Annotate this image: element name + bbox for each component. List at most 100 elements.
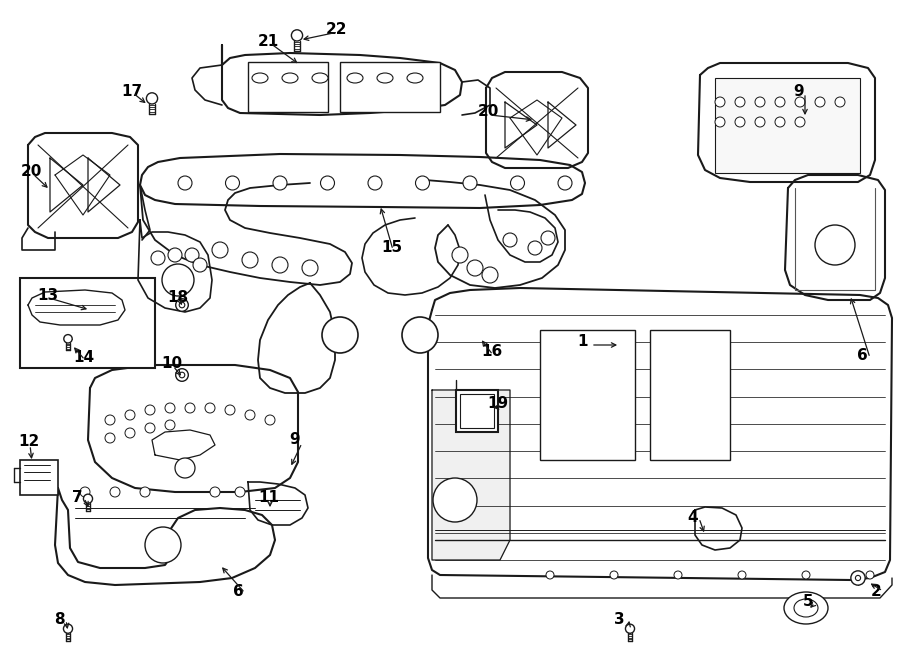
Polygon shape bbox=[548, 102, 576, 148]
Circle shape bbox=[815, 225, 855, 265]
Polygon shape bbox=[248, 482, 308, 525]
Circle shape bbox=[145, 423, 155, 433]
Bar bbox=[540, 330, 635, 460]
Polygon shape bbox=[510, 100, 562, 155]
Circle shape bbox=[125, 410, 135, 420]
Text: 11: 11 bbox=[258, 490, 279, 506]
Polygon shape bbox=[88, 365, 298, 492]
Circle shape bbox=[225, 405, 235, 415]
Ellipse shape bbox=[252, 73, 268, 83]
Circle shape bbox=[145, 405, 155, 415]
Circle shape bbox=[226, 176, 239, 190]
Polygon shape bbox=[432, 390, 510, 560]
Text: 16: 16 bbox=[481, 344, 502, 360]
Circle shape bbox=[368, 176, 382, 190]
Text: 9: 9 bbox=[793, 85, 804, 100]
Circle shape bbox=[755, 117, 765, 127]
Circle shape bbox=[63, 624, 73, 633]
Polygon shape bbox=[50, 158, 83, 212]
Circle shape bbox=[84, 494, 93, 503]
Circle shape bbox=[322, 317, 358, 353]
Circle shape bbox=[185, 248, 199, 262]
Circle shape bbox=[175, 458, 195, 478]
Circle shape bbox=[162, 264, 194, 296]
Circle shape bbox=[775, 117, 785, 127]
Bar bbox=[460, 394, 494, 428]
Text: 10: 10 bbox=[161, 356, 182, 371]
Circle shape bbox=[795, 117, 805, 127]
Circle shape bbox=[140, 487, 150, 497]
Circle shape bbox=[64, 334, 72, 343]
Polygon shape bbox=[138, 220, 212, 312]
Polygon shape bbox=[505, 102, 537, 148]
Circle shape bbox=[775, 97, 785, 107]
Text: 9: 9 bbox=[289, 432, 300, 447]
Ellipse shape bbox=[784, 592, 828, 624]
Text: 4: 4 bbox=[687, 510, 698, 524]
Circle shape bbox=[850, 571, 865, 585]
Circle shape bbox=[802, 571, 810, 579]
Circle shape bbox=[185, 403, 195, 413]
Circle shape bbox=[212, 242, 228, 258]
Circle shape bbox=[528, 241, 542, 255]
Circle shape bbox=[463, 176, 477, 190]
Circle shape bbox=[815, 97, 825, 107]
Circle shape bbox=[105, 433, 115, 443]
Bar bbox=[456, 390, 498, 432]
Circle shape bbox=[855, 575, 860, 580]
Text: 18: 18 bbox=[167, 290, 188, 305]
Ellipse shape bbox=[407, 73, 423, 83]
Text: 8: 8 bbox=[54, 611, 65, 627]
Circle shape bbox=[178, 176, 192, 190]
Circle shape bbox=[467, 260, 483, 276]
Bar bbox=[715, 78, 860, 173]
Circle shape bbox=[147, 93, 158, 104]
Polygon shape bbox=[428, 288, 892, 580]
Polygon shape bbox=[785, 175, 885, 300]
Circle shape bbox=[176, 369, 188, 381]
Polygon shape bbox=[55, 488, 275, 585]
Polygon shape bbox=[258, 283, 335, 393]
Polygon shape bbox=[140, 154, 585, 208]
Polygon shape bbox=[698, 63, 875, 182]
Polygon shape bbox=[55, 155, 110, 215]
Circle shape bbox=[452, 247, 468, 263]
Circle shape bbox=[176, 299, 188, 311]
Circle shape bbox=[320, 176, 335, 190]
Circle shape bbox=[273, 176, 287, 190]
Bar bbox=[650, 330, 730, 460]
Circle shape bbox=[503, 233, 517, 247]
Polygon shape bbox=[28, 133, 138, 238]
Circle shape bbox=[558, 176, 572, 190]
Bar bbox=[20, 460, 58, 495]
Circle shape bbox=[245, 410, 255, 420]
Circle shape bbox=[735, 97, 745, 107]
Circle shape bbox=[210, 487, 220, 497]
Text: 3: 3 bbox=[614, 613, 625, 627]
Circle shape bbox=[145, 527, 181, 563]
Polygon shape bbox=[28, 290, 125, 325]
Text: 15: 15 bbox=[381, 241, 402, 256]
Circle shape bbox=[272, 257, 288, 273]
Polygon shape bbox=[486, 72, 588, 168]
Bar bbox=[248, 62, 328, 112]
Ellipse shape bbox=[312, 73, 328, 83]
Polygon shape bbox=[695, 507, 742, 550]
Circle shape bbox=[151, 251, 165, 265]
Text: 14: 14 bbox=[73, 350, 94, 364]
Text: 6: 6 bbox=[233, 584, 244, 598]
Text: 17: 17 bbox=[121, 85, 142, 100]
Circle shape bbox=[110, 487, 120, 497]
Circle shape bbox=[193, 258, 207, 272]
Circle shape bbox=[546, 571, 554, 579]
Polygon shape bbox=[222, 45, 462, 115]
Circle shape bbox=[735, 117, 745, 127]
Text: 6: 6 bbox=[857, 348, 868, 362]
Ellipse shape bbox=[377, 73, 393, 83]
Circle shape bbox=[80, 487, 90, 497]
Text: 12: 12 bbox=[18, 434, 40, 449]
Circle shape bbox=[482, 267, 498, 283]
Ellipse shape bbox=[282, 73, 298, 83]
Circle shape bbox=[510, 176, 525, 190]
Text: 13: 13 bbox=[37, 288, 58, 303]
